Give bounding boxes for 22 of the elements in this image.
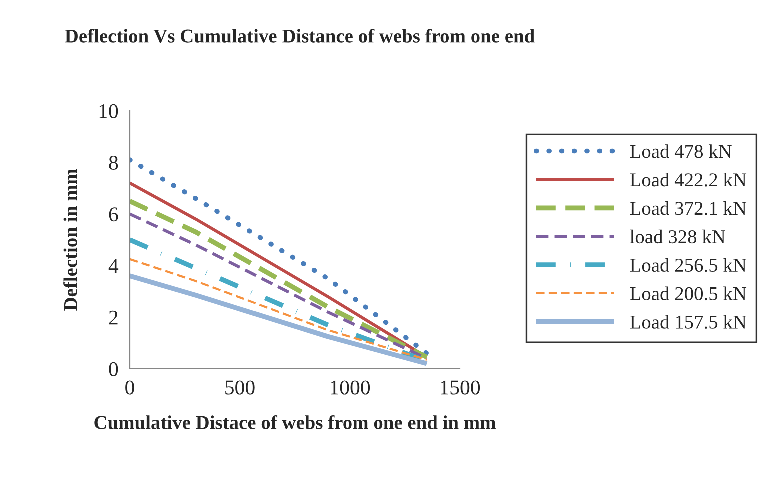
y-axis-title: Deflection in mm bbox=[64, 169, 78, 311]
legend-label: Load 157.5 kN bbox=[630, 315, 747, 330]
x-tick-label: 1500 bbox=[441, 380, 480, 395]
x-tick-label: 1000 bbox=[331, 380, 370, 395]
line-series bbox=[130, 258, 428, 362]
legend-label: Load 256.5 kN bbox=[630, 258, 747, 272]
y-tick-label: 10 bbox=[100, 104, 118, 118]
legend-label: Load 372.1 kN bbox=[630, 201, 747, 216]
legend-label: Load 478 kN bbox=[630, 144, 732, 158]
legend-label: load 328 kN bbox=[630, 230, 726, 244]
y-tick-label: 6 bbox=[109, 208, 118, 222]
chart-title: Deflection Vs Cumulative Distance of webs from one end bbox=[65, 28, 535, 43]
y-tick-label: 2 bbox=[109, 310, 118, 325]
legend-label: Load 422.2 kN bbox=[630, 173, 747, 187]
x-axis-title: Cumulative Distace of webs from one end in mm bbox=[94, 415, 496, 430]
y-tick-label: 8 bbox=[109, 156, 118, 170]
legend-label: Load 200.5 kN bbox=[630, 286, 747, 301]
y-tick-label: 4 bbox=[108, 259, 119, 274]
line-series bbox=[130, 274, 430, 366]
y-tick-label: 0 bbox=[109, 362, 118, 376]
x-tick-label: 500 bbox=[226, 380, 255, 395]
x-tick-label: 0 bbox=[126, 380, 134, 395]
